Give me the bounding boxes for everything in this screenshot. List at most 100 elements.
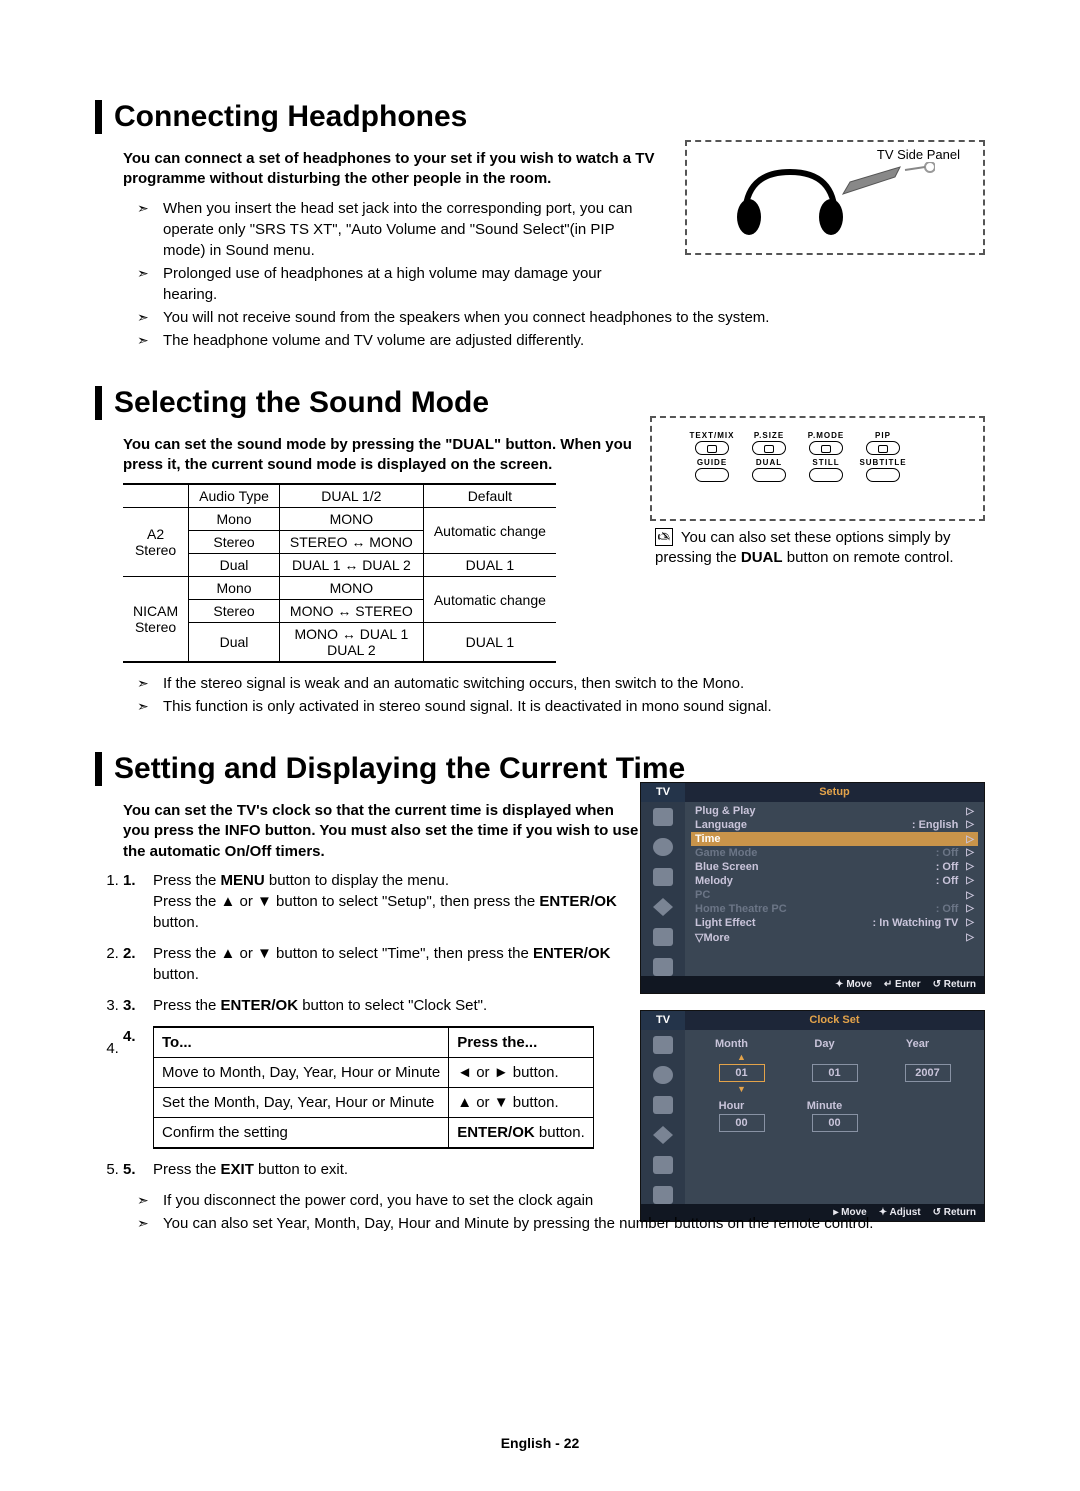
page-footer: English - 22 (0, 1435, 1080, 1451)
side-panel-label: TV Side Panel (692, 147, 978, 162)
remote-note: 🖎 You can also set these options simply … (655, 528, 985, 569)
osd-footer: ✦ Move ↵ Enter ↺ Return (641, 976, 984, 993)
td: Set the Month, Day, Year, Hour or Minute (154, 1087, 449, 1117)
headphone-icon (735, 162, 935, 240)
step-item: Press the EXIT button to exit. (123, 1159, 985, 1180)
td: MONO ↔ DUAL 1 DUAL 2 (279, 623, 423, 663)
td: DUAL 1 ↔ DUAL 2 (279, 554, 423, 577)
remote-button-icon (752, 468, 786, 482)
td: Stereo (189, 531, 280, 554)
td: Automatic change (423, 508, 556, 554)
step-item: To... Press the... Move to Month, Day, Y… (123, 1026, 985, 1149)
note-bold: DUAL (741, 549, 783, 566)
td: Dual (189, 554, 280, 577)
osd-row: Game Mode: Off▷ (691, 846, 978, 860)
td: MONO ↔ STEREO (279, 600, 423, 623)
note-text2: button on remote control. (783, 549, 954, 566)
bullet-item: Prolonged use of headphones at a high vo… (137, 263, 657, 305)
osd-hdr-left: TV (641, 783, 685, 802)
step-item: Press the ▲ or ▼ button to select "Time"… (123, 943, 623, 985)
osd-icon (653, 958, 673, 976)
remote-label: P.MODE (799, 431, 853, 440)
sound-mode-table: Audio Type DUAL 1/2 Default A2 Stereo Mo… (123, 483, 556, 663)
section-sound-mode: Selecting the Sound Mode You can set the… (95, 386, 985, 718)
remote-label: P.SIZE (742, 431, 796, 440)
section3-intro: You can set the TV's clock so that the c… (123, 801, 643, 862)
osd-row: Melody: Off▷ (691, 874, 978, 888)
section1-intro: You can connect a set of headphones to y… (123, 149, 683, 190)
td: Stereo (189, 600, 280, 623)
osd-row: Language: English▷ (691, 818, 978, 832)
osd-list: Plug & Play▷Language: English▷Time▷Game … (685, 802, 984, 976)
remote-button-icon (752, 441, 786, 455)
osd-footer-item: ↵ Enter (884, 979, 921, 990)
th: DUAL 1/2 (279, 484, 423, 508)
bullet-item: You will not receive sound from the spea… (137, 307, 985, 328)
td: STEREO ↔ MONO (279, 531, 423, 554)
bullet-item: When you insert the head set jack into t… (137, 198, 657, 261)
section-time: Setting and Displaying the Current Time … (95, 752, 985, 1234)
remote-diagram: TEXT/MIX P.SIZE P.MODE PIP GUIDE DUAL ST… (650, 416, 985, 521)
step-item: Press the MENU button to display the men… (123, 870, 623, 933)
remote-button-icon (809, 468, 843, 482)
osd-icon (653, 868, 673, 886)
th: Audio Type (189, 484, 280, 508)
osd-row: Time▷ (691, 832, 978, 846)
remote-label: GUIDE (685, 458, 739, 467)
section2-bullets: If the stereo signal is weak and an auto… (137, 673, 985, 717)
th: Default (423, 484, 556, 508)
osd-icon-column (641, 802, 685, 976)
td: Mono (189, 577, 280, 600)
td: MONO (279, 577, 423, 600)
td: Confirm the setting (154, 1117, 449, 1148)
remote-label: DUAL (742, 458, 796, 467)
td: Move to Month, Day, Year, Hour or Minute (154, 1057, 449, 1087)
osd-row: Light Effect: In Watching TV▷ (691, 916, 978, 930)
remote-button-icon (695, 468, 729, 482)
td: DUAL 1 (423, 554, 556, 577)
side-panel-diagram: TV Side Panel (685, 140, 985, 255)
bullet-item: The headphone volume and TV volume are a… (137, 330, 985, 351)
remote-button-icon (809, 441, 843, 455)
remote-button-icon (866, 468, 900, 482)
section-title: Connecting Headphones (95, 100, 985, 134)
td: Automatic change (423, 577, 556, 623)
osd-row: PC▷ (691, 888, 978, 902)
remote-label: TEXT/MIX (685, 431, 739, 440)
remote-button-icon (695, 441, 729, 455)
td: Mono (189, 508, 280, 531)
step-item: Press the ENTER/OK button to select "Clo… (123, 995, 985, 1016)
td: ◄ or ► button. (449, 1057, 594, 1087)
osd-row: Plug & Play▷ (691, 804, 978, 818)
osd-row: Home Theatre PC: Off▷ (691, 902, 978, 916)
th: Press the... (449, 1027, 594, 1058)
td: DUAL 1 (423, 623, 556, 663)
osd-icon (653, 838, 673, 856)
osd-footer-item: ↺ Return (933, 979, 976, 990)
section-title: Selecting the Sound Mode (95, 386, 985, 420)
osd-row: ▽More▷ (691, 930, 978, 945)
group-label: NICAM Stereo (123, 577, 189, 663)
action-table: To... Press the... Move to Month, Day, Y… (153, 1026, 594, 1149)
bullet-item: If you disconnect the power cord, you ha… (137, 1190, 985, 1211)
section2-intro: You can set the sound mode by pressing t… (123, 435, 643, 476)
section-headphones: Connecting Headphones TV Side Panel You … (95, 100, 985, 351)
group-label: A2 Stereo (123, 508, 189, 577)
bullet-item: You can also set Year, Month, Day, Hour … (137, 1213, 985, 1234)
remote-label: PIP (856, 431, 910, 440)
remote-button-icon (866, 441, 900, 455)
osd-icon (653, 928, 673, 946)
osd-icon (653, 808, 673, 826)
osd-footer-item: ✦ Move (835, 979, 872, 990)
td: ▲ or ▼ button. (449, 1087, 594, 1117)
info-icon: 🖎 (655, 528, 673, 546)
osd-hdr-right: Setup (685, 783, 984, 802)
th: To... (154, 1027, 449, 1058)
osd-icon (653, 898, 673, 916)
td: Dual (189, 623, 280, 663)
osd-row: Blue Screen: Off▷ (691, 860, 978, 874)
bullet-item: This function is only activated in stere… (137, 696, 985, 717)
osd-setup-menu: TV Setup Plug & Play▷Language: English▷T… (640, 782, 985, 994)
bullet-item: If the stereo signal is weak and an auto… (137, 673, 985, 694)
td: MONO (279, 508, 423, 531)
